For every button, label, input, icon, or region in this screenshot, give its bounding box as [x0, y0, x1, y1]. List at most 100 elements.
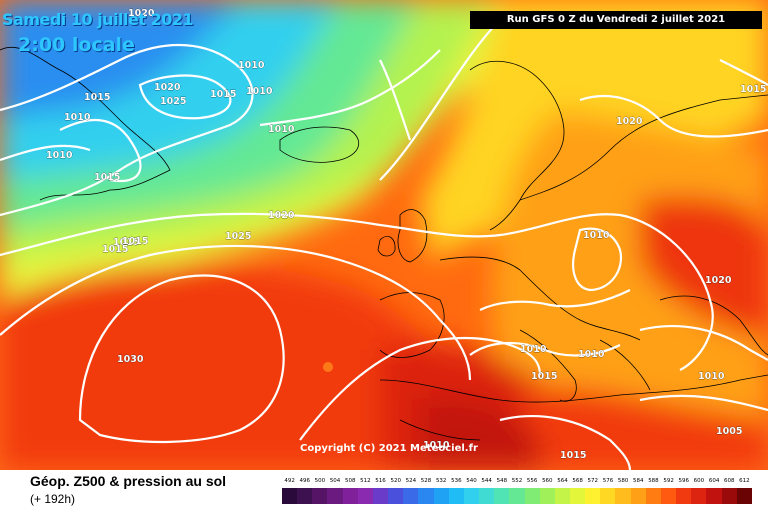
- isobar-label: 1010: [64, 112, 91, 123]
- isobar-label: 1010: [698, 371, 725, 382]
- isobar-label: 1015: [94, 172, 120, 183]
- legend-tick-label: 568: [572, 478, 583, 484]
- isobar-label: 1010: [423, 440, 450, 451]
- color-legend: [282, 488, 752, 504]
- legend-swatch: [660, 488, 677, 504]
- legend-swatch: [479, 488, 495, 504]
- legend-tick-label: 504: [329, 478, 341, 484]
- isobar-label: 1015: [740, 84, 766, 95]
- legend-swatch: [448, 488, 464, 504]
- legend-tick-label: 600: [693, 478, 705, 484]
- model-run-label: Run GFS 0 Z du Vendredi 2 juillet 2021: [470, 11, 762, 29]
- isobar-label: 1010: [268, 124, 295, 135]
- legend-swatch: [463, 488, 480, 504]
- isobar-label: 1015: [102, 244, 128, 255]
- legend-swatch: [297, 488, 313, 504]
- isobar-label: 1010: [578, 349, 605, 360]
- legend-tick-label: 592: [663, 478, 674, 484]
- legend-swatch: [327, 488, 343, 504]
- legend-swatch: [554, 488, 570, 504]
- legend-swatch: [736, 488, 752, 504]
- isobar-labels: 1020 1020 1025 1015 1010 1015 1010 1010 …: [46, 8, 767, 461]
- pressure-center-marker: [323, 362, 333, 372]
- isobar-label: 1015: [560, 450, 586, 461]
- legend-swatch: [388, 488, 404, 504]
- isobar-label: 1010: [520, 344, 547, 355]
- legend-tick-label: 580: [617, 478, 629, 484]
- legend-tick-label: 576: [602, 478, 614, 484]
- isobar-label: 1005: [716, 426, 742, 437]
- legend-swatch: [524, 488, 540, 504]
- legend-tick-label: 584: [633, 478, 644, 484]
- legend-swatch: [494, 488, 510, 504]
- isobar-label: 1020: [268, 210, 295, 221]
- legend-tick-label: 572: [587, 478, 599, 484]
- legend-tick-label: 544: [481, 478, 492, 484]
- isobar-label: 1015: [113, 237, 139, 248]
- isobar-label: 1025: [225, 231, 251, 242]
- legend-swatch: [615, 488, 631, 504]
- isobar-label: 1015: [84, 92, 110, 103]
- isobar-label: 1025: [160, 96, 186, 107]
- legend-swatch: [418, 488, 434, 504]
- copyright-notice: Copyright (C) 2021 Meteociel.fr: [300, 443, 478, 454]
- legend-swatch: [282, 488, 298, 504]
- legend-tick-label: 588: [648, 478, 659, 484]
- legend-tick-label: 596: [678, 478, 690, 484]
- legend-swatch: [600, 488, 616, 504]
- isobar-label: 1015: [210, 89, 236, 100]
- legend-swatch: [645, 488, 661, 504]
- legend-tick-label: 608: [724, 478, 735, 484]
- forecast-time: 2:00 locale: [18, 34, 135, 56]
- legend-swatch: [357, 488, 373, 504]
- legend-tick-label: 560: [542, 478, 553, 484]
- map-footer: Géop. Z500 & pression au sol (+ 192h) 49…: [0, 470, 768, 512]
- legend-tick-label: 524: [405, 478, 417, 484]
- isobars: [0, 19, 768, 470]
- legend-tick-label: 604: [708, 478, 720, 484]
- isobar-label: 1020: [154, 82, 181, 93]
- legend-tick-label: 516: [375, 478, 386, 484]
- isobar-label: 1015: [531, 371, 557, 382]
- legend-swatch: [706, 488, 722, 504]
- isobar-label: 1015: [122, 236, 148, 247]
- legend-swatch: [433, 488, 449, 504]
- isobar-label: 1010: [46, 150, 73, 161]
- isobar-label: 1010: [583, 230, 610, 241]
- legend-swatch: [691, 488, 707, 504]
- legend-tick-label: 552: [511, 478, 523, 484]
- forecast-date: Samedi 10 juillet 2021: [2, 10, 194, 29]
- isobar-label: 1010: [246, 86, 273, 97]
- isobar-label: 1020: [705, 275, 732, 286]
- legend-tick-label: 556: [526, 478, 538, 484]
- isobar-label: 1020: [616, 116, 643, 127]
- legend-swatch: [342, 488, 358, 504]
- geopotential-field: [0, 0, 768, 470]
- legend-labels: 492 496 500 504 508 512 516 520 524 528 532 536 540 5…: [282, 478, 752, 486]
- legend-tick-label: 528: [420, 478, 432, 484]
- legend-swatch: [312, 488, 328, 504]
- weather-map: 1020 1020 1025 1015 1010 1015 1010 1010 …: [0, 0, 768, 470]
- legend-tick-label: 536: [451, 478, 462, 484]
- legend-tick-label: 520: [390, 478, 401, 484]
- legend-swatch: [569, 488, 586, 504]
- isobar-label: 1020: [128, 8, 155, 19]
- legend-swatch: [403, 488, 419, 504]
- legend-swatch: [539, 488, 555, 504]
- isobar-label: 1010: [238, 60, 265, 71]
- legend-swatch: [509, 488, 525, 504]
- legend-swatch: [372, 488, 389, 504]
- legend-tick-label: 496: [299, 478, 310, 484]
- legend-swatch: [721, 488, 737, 504]
- isobar-label: 1030: [117, 354, 144, 365]
- coastlines: [0, 46, 768, 441]
- legend-tick-label: 492: [284, 478, 295, 484]
- legend-swatch: [630, 488, 646, 504]
- legend-tick-label: 612: [739, 478, 750, 484]
- legend-tick-label: 508: [344, 478, 356, 484]
- legend-tick-label: 548: [496, 478, 508, 484]
- legend-tick-label: 540: [466, 478, 477, 484]
- legend-swatch: [676, 488, 692, 504]
- legend-tick-label: 512: [360, 478, 371, 484]
- legend-swatch: [585, 488, 601, 504]
